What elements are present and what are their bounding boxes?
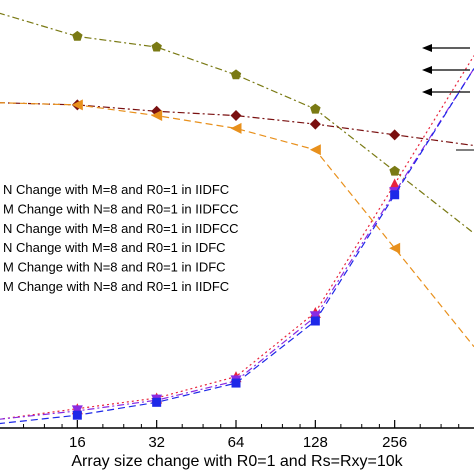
pentagon-marker bbox=[389, 165, 400, 176]
x-tick-label-64: 64 bbox=[228, 434, 245, 451]
series-1 bbox=[0, 99, 474, 147]
legend-entry-0: N Change with M=8 and R0=1 in IIDFC bbox=[3, 182, 229, 197]
square-marker bbox=[152, 397, 162, 407]
legend-entry-2: N Change with M=8 and R0=1 in IIDFCC bbox=[3, 221, 239, 236]
pentagon-marker bbox=[151, 41, 162, 52]
triangle-up-marker bbox=[389, 178, 401, 190]
square-marker bbox=[72, 410, 82, 420]
arrow-head-1 bbox=[422, 66, 432, 74]
square-marker bbox=[390, 190, 400, 200]
square-marker bbox=[310, 316, 320, 326]
arrow-annotations bbox=[422, 44, 474, 151]
legend-entry-5: M Change with N=8 and R0=1 in IIDFC bbox=[3, 279, 229, 294]
triangle-left-marker bbox=[389, 242, 401, 254]
series-2 bbox=[0, 99, 474, 348]
x-axis-title: Array size change with R0=1 and Rs=Rxy=1… bbox=[71, 453, 403, 470]
x-tick-label-32: 32 bbox=[148, 434, 165, 451]
x-axis: 16 32 64 128 256 bbox=[0, 420, 474, 451]
series-0 bbox=[0, 12, 474, 234]
triangle-left-marker bbox=[230, 122, 242, 134]
pentagon-marker bbox=[230, 69, 242, 80]
x-tick-label-128: 128 bbox=[303, 434, 328, 451]
arrow-head-0 bbox=[422, 44, 432, 52]
diamond-marker bbox=[389, 129, 401, 141]
triangle-left-marker bbox=[71, 99, 83, 111]
diamond-marker bbox=[309, 118, 321, 130]
diamond-marker bbox=[230, 110, 242, 122]
series-5 bbox=[0, 68, 474, 425]
legend-entry-3: N Change with M=8 and R0=1 in IDFC bbox=[3, 240, 226, 255]
triangle-left-marker bbox=[151, 110, 163, 122]
triangle-left-marker bbox=[309, 144, 321, 156]
x-tick-label-256: 256 bbox=[382, 434, 407, 451]
legend-box bbox=[0, 178, 282, 298]
pentagon-marker bbox=[72, 30, 83, 41]
legend: N Change with M=8 and R0=1 in IIDFC M Cha… bbox=[0, 178, 282, 298]
pentagon-marker bbox=[310, 103, 321, 114]
series-layer bbox=[0, 12, 474, 425]
square-marker bbox=[231, 378, 241, 388]
legend-entry-4: M Change with N=8 and R0=1 in IDFC bbox=[3, 260, 226, 275]
legend-entry-1: M Change with N=8 and R0=1 in IIDFCC bbox=[3, 201, 239, 216]
series-line-1 bbox=[0, 102, 474, 147]
arrow-head-2 bbox=[422, 88, 432, 96]
x-tick-label-16: 16 bbox=[69, 434, 86, 451]
